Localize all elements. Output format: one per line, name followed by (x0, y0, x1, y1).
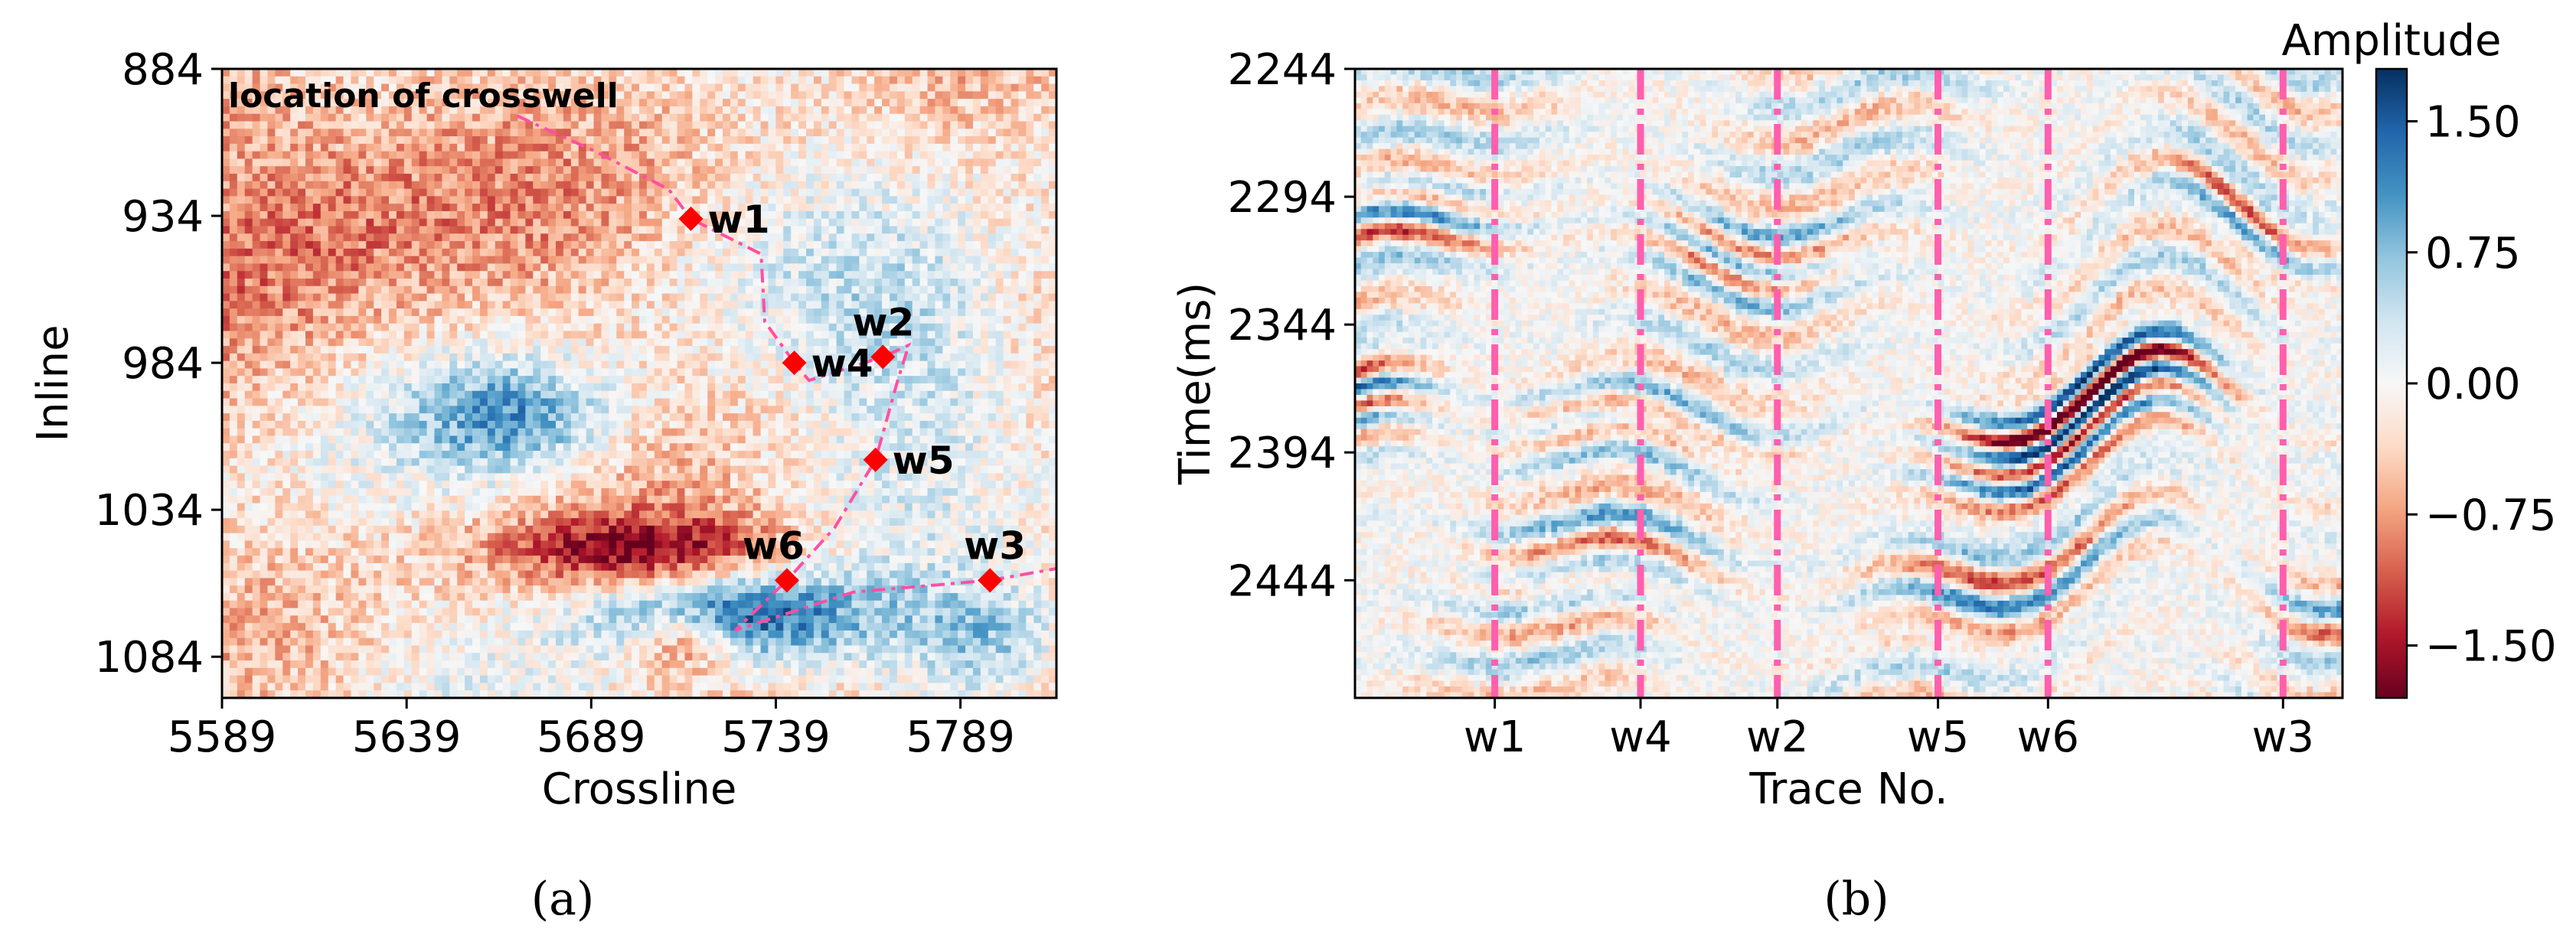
map-y-tick-label: 1034 (94, 486, 204, 536)
section-x-axis-title: Trace No. (1748, 764, 1948, 814)
well-label-w6: w6 (743, 523, 805, 568)
map-x-tick-label: 5689 (537, 712, 646, 762)
section-x-tick-label: w1 (1464, 712, 1526, 762)
colorbar-tick-label: 0.00 (2425, 360, 2521, 409)
well-marker-w5 (863, 447, 888, 472)
well-label-w4: w4 (811, 341, 873, 386)
map-x-axis-title: Crossline (542, 764, 737, 814)
section-x-tick-label: w2 (1746, 712, 1808, 762)
section-y-tick-label: 2294 (1227, 173, 1337, 223)
section-x-ticks: w1 w4 w2 w5 w6 w3 (1464, 698, 2314, 762)
well-marker-w1 (678, 206, 704, 231)
section-y-tick-label: 2444 (1227, 556, 1337, 606)
section-y-tick-label: 2344 (1227, 301, 1337, 350)
colorbar-tick-label: 0.75 (2425, 229, 2521, 279)
section-y-tick-label: 2244 (1227, 45, 1337, 95)
crosswell-line (516, 114, 1056, 632)
colorbar-tick-label: −1.50 (2425, 622, 2557, 672)
panel-label-a: (a) (531, 872, 595, 926)
section-heatmap (1355, 69, 2343, 698)
section-y-tick-label: 2394 (1227, 429, 1337, 478)
section-x-tick-label: w4 (1609, 712, 1671, 762)
well-label-w1: w1 (708, 197, 770, 242)
well-label-w5: w5 (893, 438, 955, 483)
well-trace-lines (1491, 69, 2287, 698)
map-title: location of crosswell (228, 77, 619, 116)
map-x-tick-label: 5739 (721, 712, 831, 762)
map-y-tick-label: 934 (122, 192, 204, 242)
colorbar-tick-label: −0.75 (2425, 491, 2557, 540)
panel-label-b: (b) (1823, 872, 1889, 926)
colorbar (2375, 67, 2408, 699)
well-marker-w6 (774, 568, 799, 593)
crosswell-path (516, 114, 1056, 632)
colorbar-ticks: 1.50 0.75 0.00 −0.75 −1.50 (2407, 98, 2557, 672)
section-y-axis-title: Time(ms) (1170, 282, 1220, 485)
well-marker-w3 (978, 568, 1003, 593)
panel-b: w1 w4 w2 w5 w6 w3 2244 2294 2344 2394 2444 Trace … (1170, 16, 2557, 926)
colorbar-label: Amplitude (2282, 16, 2502, 66)
map-y-ticks: 884 934 984 1034 1084 (94, 45, 222, 683)
map-x-ticks: 5589 5639 5689 5739 5789 (168, 698, 1015, 762)
well-label-w3: w3 (964, 523, 1026, 568)
well-marker-w2 (870, 344, 896, 370)
section-x-tick-label: w3 (2252, 712, 2314, 762)
map-heatmap (222, 69, 1056, 698)
map-y-tick-label: 1084 (94, 633, 204, 683)
well-marker-w4 (782, 350, 807, 376)
section-frame (1353, 67, 2344, 699)
map-x-tick-label: 5639 (352, 712, 462, 762)
colorbar-tick-label: 1.50 (2425, 98, 2521, 148)
map-y-axis-title: Inline (28, 324, 78, 442)
well-label-w2: w2 (852, 300, 914, 344)
map-y-tick-label: 884 (122, 45, 204, 95)
section-x-tick-label: w6 (2017, 712, 2079, 762)
section-y-ticks: 2244 2294 2344 2394 2444 (1227, 45, 1355, 606)
map-x-tick-label: 5789 (906, 712, 1015, 762)
map-frame (220, 67, 1058, 699)
map-y-tick-label: 984 (122, 339, 204, 389)
section-x-tick-label: w5 (1907, 712, 1969, 762)
map-x-tick-label: 5589 (168, 712, 277, 762)
